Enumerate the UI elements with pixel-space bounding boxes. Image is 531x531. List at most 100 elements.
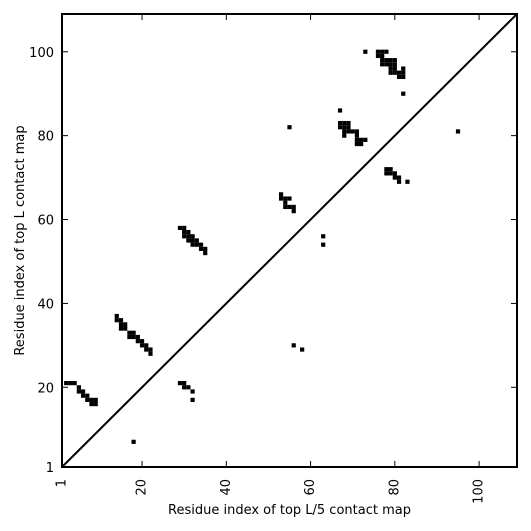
- contact-point: [114, 313, 119, 319]
- contact-point: [182, 234, 187, 239]
- contact-point: [190, 397, 195, 402]
- contact-point: [354, 129, 360, 134]
- contact-point: [388, 66, 393, 71]
- contact-point: [186, 385, 191, 390]
- contact-point: [291, 204, 296, 210]
- contact-point: [342, 120, 347, 126]
- contact-point: [76, 385, 81, 390]
- contact-point: [283, 200, 288, 205]
- contact-point: [384, 171, 389, 176]
- contact-point: [198, 246, 204, 251]
- contact-point: [401, 74, 406, 80]
- contact-point: [321, 234, 326, 239]
- contact-point: [194, 238, 199, 243]
- contact-point: [375, 49, 381, 54]
- contact-point: [144, 347, 149, 352]
- x-tick-label: 40: [219, 479, 234, 496]
- contact-point: [401, 91, 406, 96]
- contact-point: [203, 250, 208, 256]
- contact-point: [401, 66, 406, 71]
- contact-point: [64, 381, 69, 386]
- contact-point: [135, 334, 140, 340]
- contact-point: [131, 330, 136, 335]
- y-tick-label: 80: [37, 130, 54, 145]
- contact-point: [354, 137, 360, 142]
- contact-point: [363, 49, 368, 54]
- contact-point: [392, 171, 397, 176]
- contact-point: [287, 204, 292, 210]
- contact-point: [346, 125, 351, 130]
- x-tick-label: 20: [135, 479, 150, 496]
- contact-point: [118, 326, 124, 331]
- contact-point: [278, 192, 284, 197]
- x-tick-label: 100: [472, 479, 487, 504]
- contact-point: [321, 242, 326, 247]
- y-axis-ticks: 1 20 40 60 80 100: [29, 46, 517, 476]
- contact-point: [392, 66, 397, 71]
- contact-point: [139, 339, 145, 344]
- x-axis-ticks: 1 20 40 60 80 100: [55, 14, 487, 504]
- contact-point: [380, 49, 385, 54]
- contact-point: [190, 238, 195, 243]
- contact-point: [203, 246, 208, 251]
- contact-point: [93, 401, 98, 407]
- contact-point: [384, 167, 389, 172]
- contact-point: [359, 141, 364, 147]
- contact-point: [68, 381, 73, 386]
- contact-point: [89, 397, 94, 402]
- contact-point: [342, 133, 347, 138]
- lower-contact-points: [131, 167, 410, 444]
- contact-point: [375, 53, 381, 59]
- contact-point: [72, 381, 77, 386]
- contact-point: [388, 70, 393, 75]
- x-axis-label: Residue index of top L/5 contact map: [168, 503, 411, 518]
- contact-point: [396, 175, 402, 180]
- contact-point: [123, 326, 128, 331]
- y-tick-label: 20: [37, 381, 54, 396]
- y-axis-label: Residue index of top L contact map: [13, 125, 28, 355]
- contact-point: [85, 393, 90, 398]
- contact-point: [354, 133, 360, 138]
- contact-point: [118, 318, 124, 323]
- contact-point: [392, 62, 397, 67]
- diagonal-line: [61, 13, 518, 468]
- contact-point: [354, 141, 360, 147]
- contact-point: [401, 70, 406, 75]
- contact-point: [131, 439, 136, 444]
- contact-point: [342, 125, 347, 130]
- y-tick-label: 1: [46, 461, 54, 476]
- contact-point: [148, 347, 153, 352]
- contact-point: [380, 53, 385, 59]
- contact-point: [182, 381, 187, 386]
- contact-point: [131, 334, 136, 340]
- contact-point: [93, 397, 98, 402]
- contact-point: [287, 125, 292, 130]
- contact-point: [190, 234, 195, 239]
- contact-point: [455, 129, 461, 134]
- contact-point: [198, 242, 204, 247]
- contact-point: [350, 129, 355, 134]
- contact-point: [359, 137, 364, 142]
- contact-point: [380, 58, 385, 63]
- contact-point: [396, 70, 402, 75]
- contact-point: [114, 318, 119, 323]
- contact-point: [118, 322, 124, 327]
- contact-point: [76, 389, 81, 394]
- x-tick-label: 80: [387, 479, 402, 496]
- contact-point: [388, 58, 393, 63]
- contact-point: [337, 108, 343, 113]
- contact-point: [80, 389, 86, 394]
- contact-point: [392, 58, 397, 63]
- contact-point: [388, 171, 393, 176]
- contact-point: [123, 322, 128, 327]
- contact-point: [384, 58, 389, 63]
- contact-point: [283, 204, 288, 210]
- contact-point: [337, 120, 343, 126]
- contact-point: [384, 62, 389, 67]
- contact-point: [380, 62, 385, 67]
- contact-point: [139, 343, 145, 348]
- contact-point: [144, 343, 149, 348]
- contact-point: [396, 74, 402, 80]
- contact-point: [177, 225, 183, 231]
